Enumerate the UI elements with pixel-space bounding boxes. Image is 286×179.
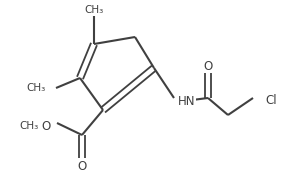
Text: O: O [203,59,212,72]
Text: Cl: Cl [265,93,277,107]
Text: CH₃: CH₃ [20,121,39,131]
Text: HN: HN [178,95,196,108]
Text: CH₃: CH₃ [84,5,104,15]
Text: CH₃: CH₃ [27,83,46,93]
Text: O: O [42,120,51,132]
Text: O: O [78,159,87,173]
